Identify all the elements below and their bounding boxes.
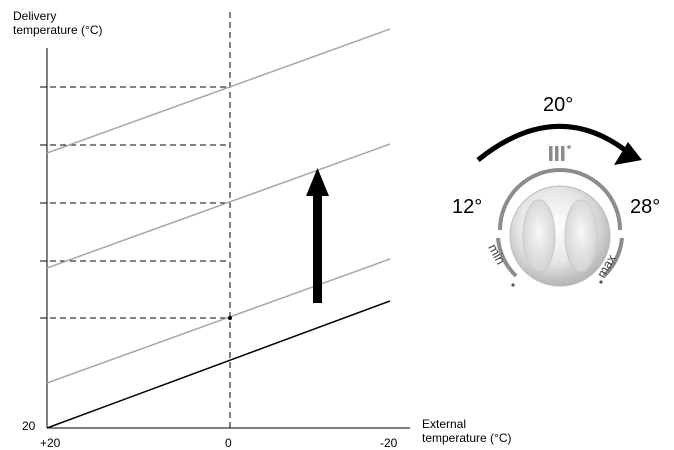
- rotation-arrowhead: [614, 142, 642, 165]
- heating-curve-3: [46, 143, 391, 269]
- rotation-arrow: [476, 123, 627, 162]
- x-tick-label-right: -20: [380, 436, 398, 450]
- knob-left-value: 12°: [452, 196, 483, 218]
- heating-curve-4: [46, 28, 391, 154]
- heating-curve-2: [46, 258, 391, 384]
- dashed-guides: [40, 12, 231, 428]
- intersection-dot: [228, 316, 232, 320]
- knob-dial: [496, 145, 624, 287]
- axes: [40, 48, 410, 429]
- radiator-icon: [549, 145, 571, 161]
- knob-right-value: 28°: [630, 196, 661, 218]
- knob-grip-right: [564, 199, 598, 273]
- x-axis-label-line1: External: [422, 417, 467, 431]
- knob-grip-left: [522, 199, 556, 273]
- x-axis-label: External temperature (°C): [422, 417, 512, 445]
- x-axis-label-line2: temperature (°C): [422, 431, 512, 445]
- max-dot: [599, 280, 603, 284]
- x-tick-label-left: +20: [40, 436, 61, 450]
- heating-curves: [46, 28, 391, 429]
- heating-curve-active: [46, 300, 391, 429]
- shift-up-arrow: [306, 168, 329, 303]
- y-axis-label-line1: Delivery: [13, 9, 57, 23]
- knob-scale-ring: [498, 168, 622, 231]
- knob-center-value: 20°: [543, 94, 574, 116]
- y-axis-label-line2: temperature (°C): [13, 23, 103, 37]
- min-dot: [511, 283, 515, 287]
- y-tick-label-origin: 20: [22, 419, 36, 433]
- x-tick-label-mid: 0: [225, 436, 232, 450]
- y-axis-label: Delivery temperature (°C): [13, 9, 103, 37]
